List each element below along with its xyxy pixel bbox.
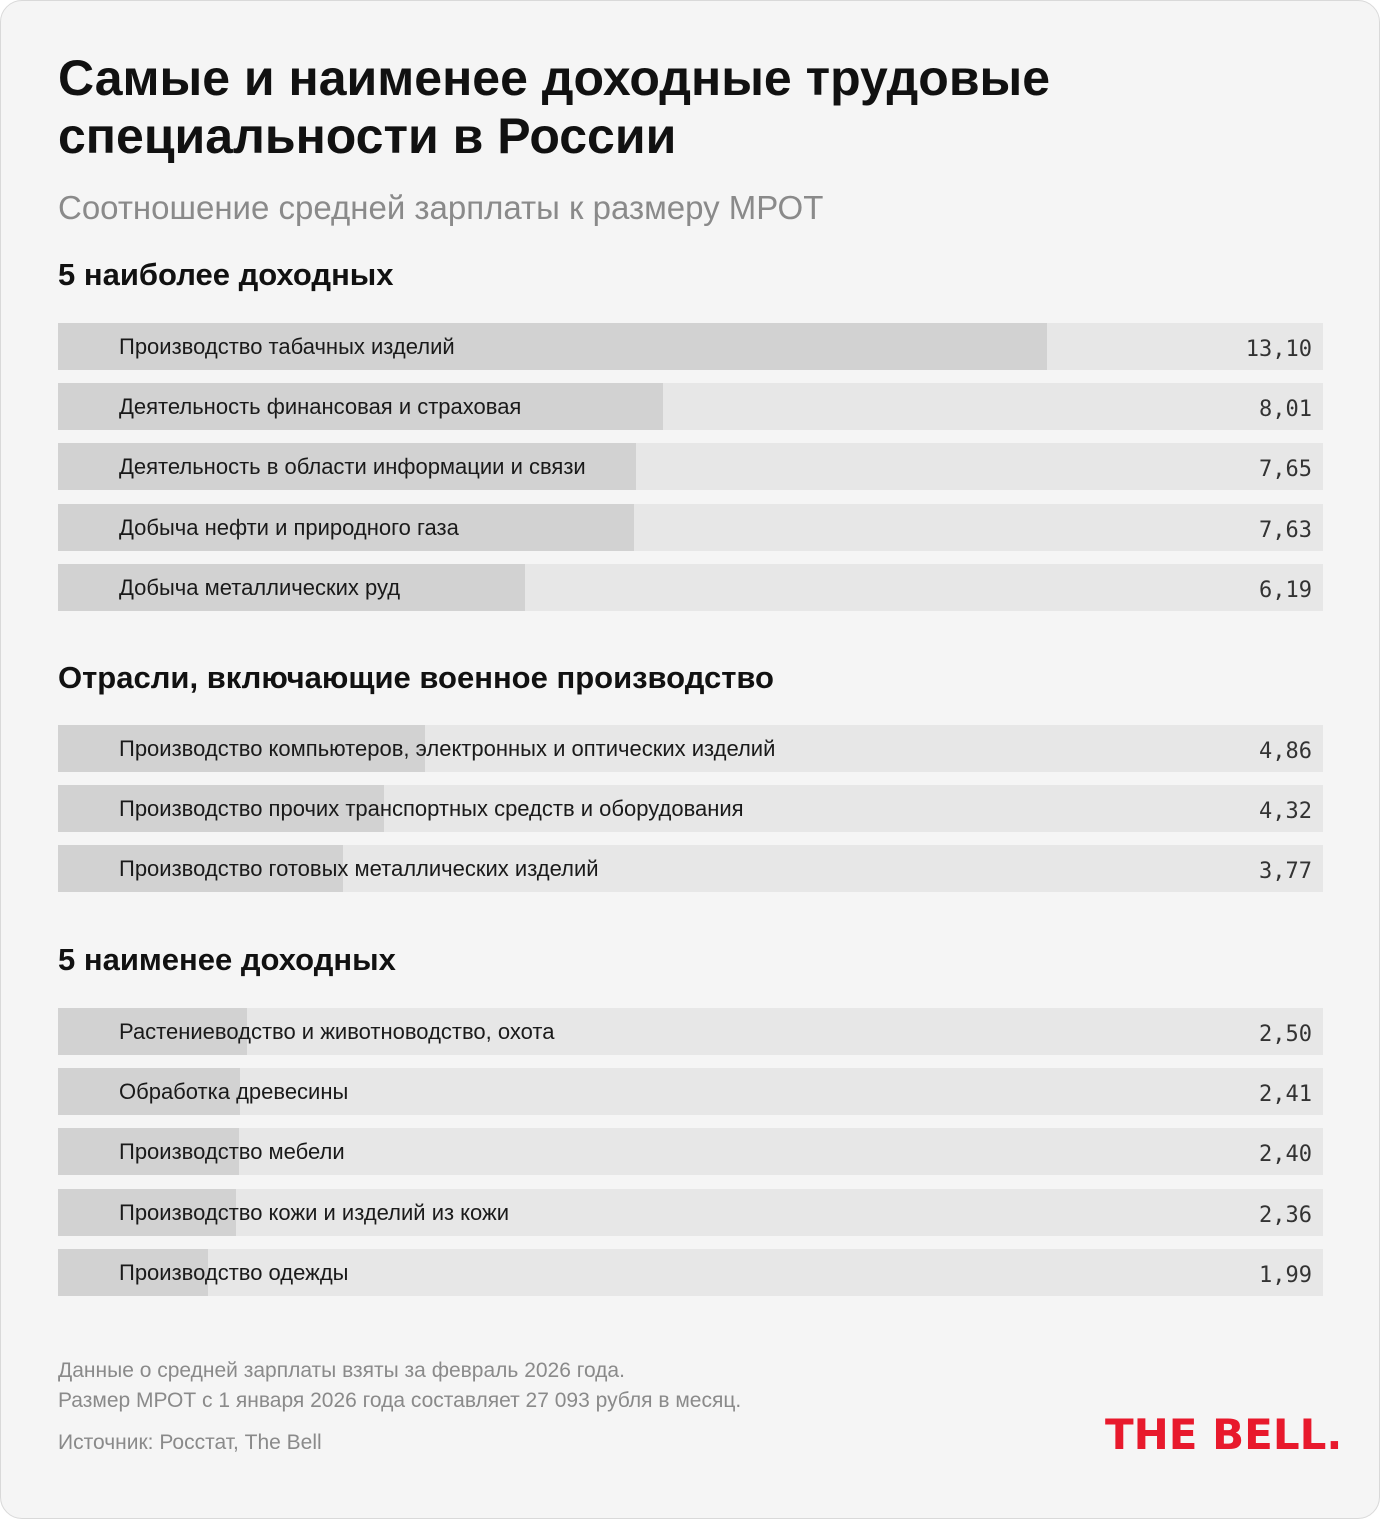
- bar-value: 7,65: [1259, 457, 1312, 482]
- bar-value: 3,77: [1259, 859, 1312, 884]
- bar-label: Производство одежды: [119, 1260, 349, 1285]
- bar-row: Производство мебели 2,40: [58, 1128, 1323, 1175]
- bar-value: 2,36: [1259, 1203, 1312, 1228]
- bar-label: Растениеводство и животноводство, охота: [119, 1019, 555, 1044]
- bar-row: Производство готовых металлических издел…: [58, 845, 1323, 892]
- bar-row: Обработка древесины 2,41: [58, 1068, 1323, 1115]
- bar-row: Производство кожи и изделий из кожи 2,36: [58, 1189, 1323, 1236]
- bar-value: 4,86: [1259, 739, 1312, 764]
- bar: [58, 1008, 247, 1055]
- bar-value: 8,01: [1259, 397, 1312, 422]
- bar: [58, 504, 634, 551]
- source-note: Источник: Росстат, The Bell: [58, 1431, 322, 1454]
- bar: [58, 383, 663, 430]
- group-title-top: 5 наиболее доходных: [58, 257, 394, 292]
- bar: [58, 564, 525, 611]
- bar-row: Производство прочих транспортных средств…: [58, 785, 1323, 832]
- bar: [58, 785, 384, 832]
- bar-label: Производство готовых металлических издел…: [119, 856, 599, 881]
- the-bell-logo: THE BELL.: [1105, 1410, 1343, 1459]
- bar-value: 4,32: [1259, 799, 1312, 824]
- bar: [58, 443, 636, 490]
- group-title-military: Отрасли, включающие военное производство: [58, 660, 774, 695]
- bar-row: Производство табачных изделий 13,10: [58, 323, 1323, 370]
- bar: [58, 1068, 240, 1115]
- footnote-date: Данные о средней зарплаты взяты за февра…: [58, 1359, 625, 1382]
- bar-row: Добыча нефти и природного газа 7,63: [58, 504, 1323, 551]
- bar-row: Добыча металлических руд 6,19: [58, 564, 1323, 611]
- bar: [58, 725, 425, 772]
- bar-label: Производство мебели: [119, 1139, 345, 1164]
- chart-subtitle: Соотношение средней зарплаты к размеру М…: [58, 189, 824, 226]
- bar: [58, 1128, 239, 1175]
- bar-value: 2,41: [1259, 1082, 1312, 1107]
- group-title-bottom: 5 наименее доходных: [58, 942, 396, 977]
- bar-row: Деятельность в области информации и связ…: [58, 443, 1323, 490]
- bar-value: 13,10: [1245, 337, 1312, 362]
- bar-row: Растениеводство и животноводство, охота 2…: [58, 1008, 1323, 1055]
- chart-title: Самые и наименее доходные трудовые специ…: [58, 50, 1051, 164]
- bar-label: Обработка древесины: [119, 1079, 349, 1104]
- bar-label: Добыча металлических руд: [119, 575, 401, 600]
- bar-label: Производство табачных изделий: [119, 334, 455, 359]
- bar: [58, 323, 1047, 370]
- bar-value: 1,99: [1259, 1263, 1312, 1288]
- footnote-mrot: Размер МРОТ с 1 января 2026 года составл…: [58, 1389, 742, 1412]
- bar-row: Производство компьютеров, электронных и …: [58, 725, 1323, 772]
- bar-label: Деятельность в области информации и связ…: [119, 454, 586, 479]
- bar-value: 6,19: [1259, 578, 1312, 603]
- bar-label: Производство компьютеров, электронных и …: [119, 736, 776, 761]
- bar-value: 2,40: [1259, 1142, 1312, 1167]
- bar: [58, 1249, 208, 1296]
- bar-label: Производство кожи и изделий из кожи: [119, 1200, 510, 1225]
- bar-value: 2,50: [1259, 1022, 1312, 1047]
- bar: [58, 1189, 236, 1236]
- bar-label: Добыча нефти и природного газа: [119, 515, 459, 540]
- bar-value: 7,63: [1259, 518, 1312, 543]
- bar-row: Деятельность финансовая и страховая 8,01: [58, 383, 1323, 430]
- bar: [58, 845, 343, 892]
- bar-row: Производство одежды 1,99: [58, 1249, 1323, 1296]
- bar-label: Деятельность финансовая и страховая: [119, 394, 522, 419]
- bar-label: Производство прочих транспортных средств…: [119, 796, 744, 821]
